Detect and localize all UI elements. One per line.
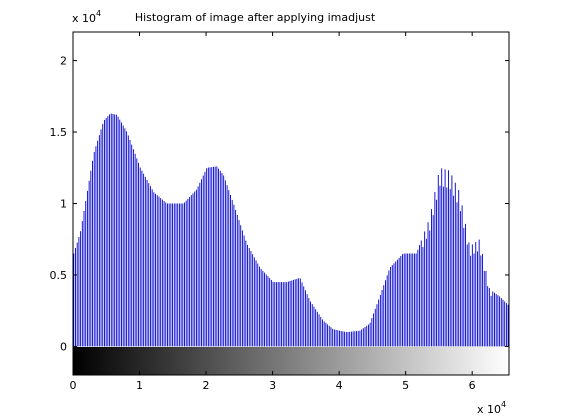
y-axis-multiplier: x 104	[72, 9, 101, 25]
x-tick-label: 5	[402, 379, 409, 392]
x-tick-label: 3	[269, 379, 276, 392]
histogram-bars	[73, 113, 509, 347]
x-axis-multiplier-exponent: 4	[501, 400, 506, 409]
x-axis-ticks: 0 1 2 3 4 5 6	[70, 32, 476, 392]
chart-title: Histogram of image after applying imadju…	[135, 11, 376, 24]
intensity-colorbar	[73, 347, 509, 375]
y-axis-multiplier-exponent: 4	[96, 9, 101, 18]
y-tick-label: 1	[60, 198, 67, 211]
x-axis-multiplier: x 104	[477, 400, 506, 416]
y-axis-ticks: 0 0.5 1 1.5 2	[50, 55, 509, 353]
y-tick-label: 2	[60, 55, 67, 68]
colorbar-strip	[73, 347, 509, 375]
x-axis-multiplier-base: x 10	[477, 403, 501, 416]
x-tick-label: 0	[70, 379, 77, 392]
y-tick-label: 1.5	[50, 126, 68, 139]
x-tick-label: 2	[203, 379, 210, 392]
y-tick-label: 0.5	[50, 269, 68, 282]
x-tick-label: 4	[336, 379, 343, 392]
x-tick-label: 1	[136, 379, 143, 392]
y-tick-label: 0	[60, 340, 67, 353]
x-tick-label: 6	[469, 379, 476, 392]
y-axis-multiplier-base: x 10	[72, 12, 96, 25]
